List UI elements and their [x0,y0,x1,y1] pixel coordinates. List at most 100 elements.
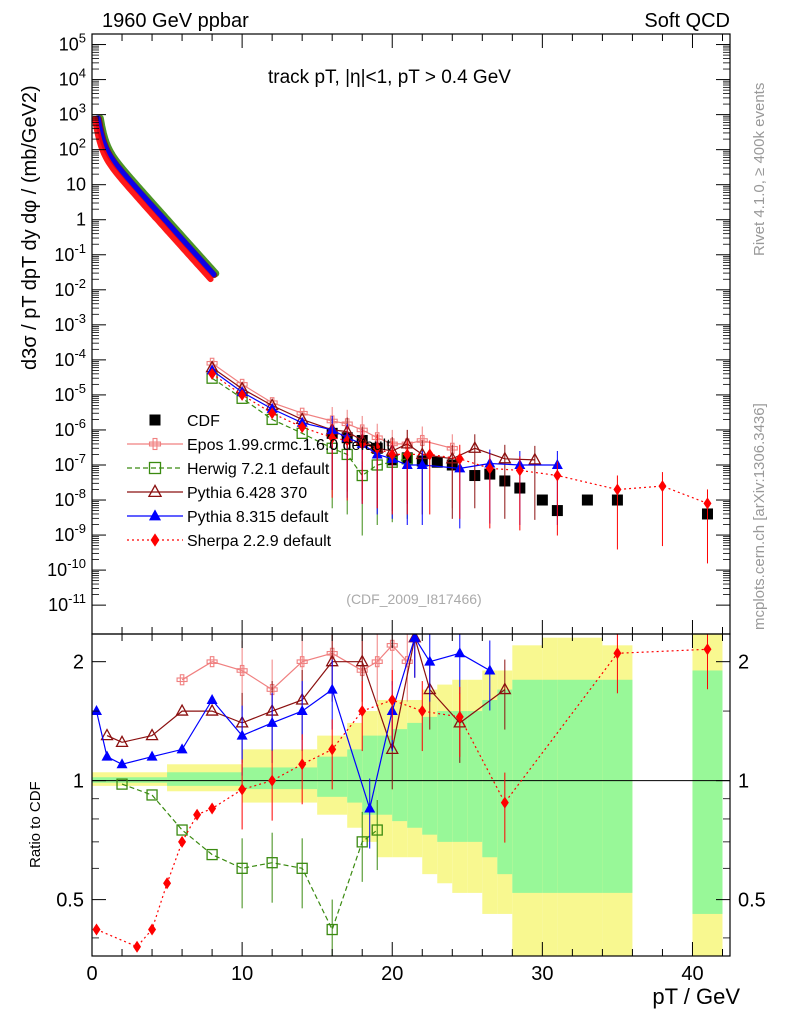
ratio-point [205,703,219,716]
ratio-point [163,877,172,890]
y-tick-label-bottom-right: 1 [738,771,749,793]
ratio-point [116,758,128,769]
data-point [268,407,277,420]
side-text-bottom: mcplots.cern.ch [arXiv:1306.3436] [751,403,768,630]
series-line [211,377,408,477]
data-point [403,448,412,461]
ratio-point [484,664,496,675]
legend-marker [149,414,161,426]
x-tick-label: 10 [231,963,253,985]
ratio-point [238,783,247,796]
inner-band-bin [602,679,633,893]
y-axis-label-top: d3σ / pT dpT dy dφ / (mb/GeV2) [19,85,41,370]
y-tick-label-top: 104 [59,66,86,90]
ratio-point [356,836,368,848]
ratio-point [148,923,157,936]
y-tick-label-top: 1 [76,210,86,230]
header-left: 1960 GeV ppbar [102,10,249,32]
y-tick-label-top: 10 [66,175,86,195]
data-point [208,367,217,380]
ratio-point [298,758,307,771]
ratio-point [236,729,248,740]
ratio-point [418,705,427,718]
y-tick-label-top: 10-2 [54,276,86,300]
legend-label: CDF [187,413,220,430]
ratio-point [115,734,129,747]
data-point [358,437,367,450]
low-pt-curve [96,114,220,277]
y-tick-label-top: 10-3 [54,311,86,335]
legend-marker [148,461,162,475]
ratio-point [498,682,512,695]
data-point [536,494,548,506]
ratio-point [328,743,337,756]
y-tick-label-top: 10-6 [54,416,86,440]
ratio-point [326,683,338,694]
low-pt-curve [94,115,217,278]
inner-band-bin [692,670,723,914]
x-tick-label: 0 [86,963,97,985]
legend-marker [148,437,162,451]
ratio-point [296,656,308,668]
legend-marker [147,484,163,498]
ratio-point [100,728,114,741]
data-point [431,456,443,468]
series-group [208,367,712,564]
inner-band-bin [467,711,483,842]
ratio-point [455,710,464,723]
ratio-point [355,654,369,667]
ratio-point [193,808,202,821]
data-point [553,469,562,482]
ratio-point [176,743,188,754]
legend-label: Herwig 7.2.1 default [187,461,330,478]
ratio-point [206,848,218,861]
ratio-panel-frame [91,633,731,957]
y-tick-label-top: 10-10 [47,556,86,580]
legend-label: Epos 1.99.crmc.1.6.0 default [187,437,391,454]
inner-band-bin [377,735,393,815]
inner-band-bin [452,711,468,842]
ratio-line [95,636,491,811]
inner-band-bin [407,722,423,828]
inner-band-bin [512,679,543,893]
data-point [455,452,464,465]
data-point [658,480,667,493]
ratio-point [236,664,248,677]
y-tick-label-bottom-right: 2 [738,652,749,674]
ratio-point [358,705,367,718]
legend-marker [148,509,162,521]
data-point [515,464,524,477]
inner-band-bin [482,699,498,858]
y-tick-label-bottom-left: 2 [73,652,84,674]
y-tick-label-top: 10-1 [54,241,86,265]
side-text-top: Rivet 4.1.0, ≥ 400k events [751,83,768,256]
legend-label: Sherpa 2.2.9 default [187,533,332,550]
inner-band-bin [437,711,453,842]
legend-marker [150,533,160,547]
y-tick-label-top: 10-7 [54,451,86,475]
y-tick-label-top: 10-9 [54,521,86,545]
inner-band-bin [542,679,558,893]
legend-entry: Pythia 6.428 370 [127,484,307,502]
ratio-point [92,705,103,716]
ratio-point [92,923,101,936]
ratio-point [178,835,187,848]
y-tick-label-top: 10-11 [48,591,86,615]
ratio-point [454,647,466,658]
legend-entry: CDF [149,413,220,430]
data-point [468,440,482,453]
ratio-series-group [92,634,712,953]
legend: CDF Epos 1.99.crmc.1.6.0 default Herwig 7.… [127,413,391,550]
data-point [373,442,382,455]
ratio-point [175,703,189,716]
data-point [425,448,434,461]
series-line [211,373,708,504]
inner-band-bin [167,772,243,786]
ratio-point [268,774,277,787]
ratio-point [613,647,622,660]
low-pt-curve [95,115,218,279]
ratio-point [146,750,158,761]
ratio-point [424,655,436,666]
y-tick-label-bottom-right: 0.5 [738,890,766,912]
ratio-point [176,674,188,686]
